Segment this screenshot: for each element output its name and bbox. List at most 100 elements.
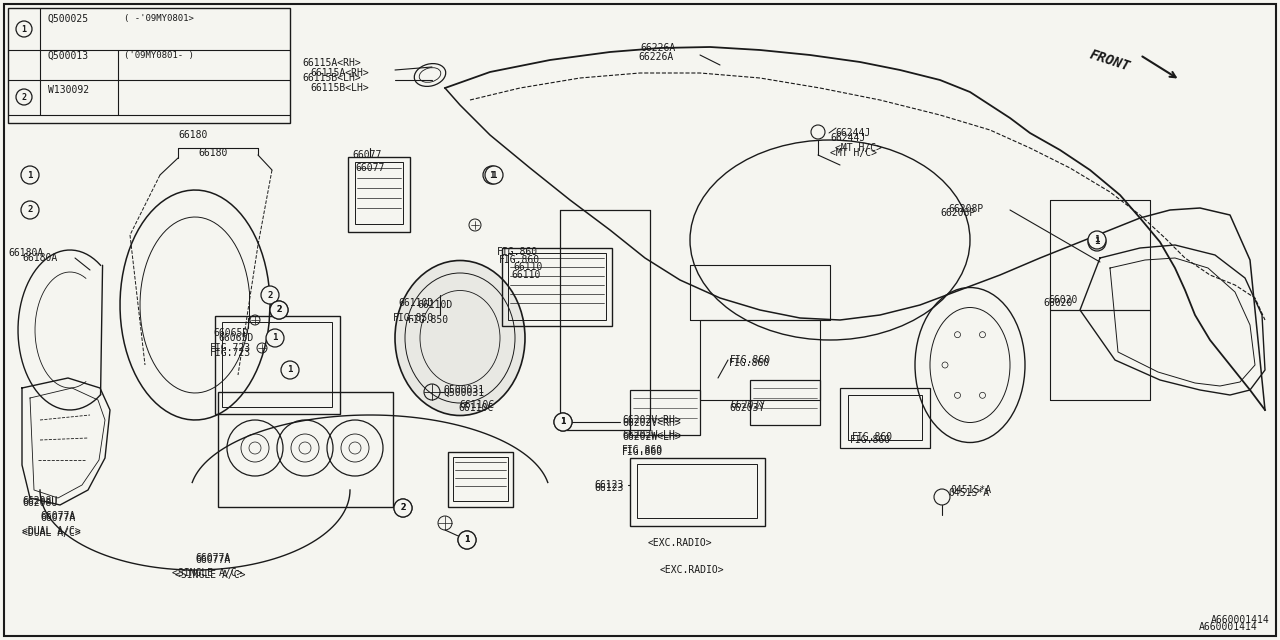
Text: 66208P: 66208P bbox=[940, 208, 975, 218]
Circle shape bbox=[483, 166, 500, 184]
Text: <DUAL A/C>: <DUAL A/C> bbox=[22, 526, 81, 536]
Text: 66077A: 66077A bbox=[195, 555, 230, 565]
Circle shape bbox=[1088, 233, 1106, 251]
Bar bbox=[355, 162, 403, 224]
Text: 66065D: 66065D bbox=[218, 333, 253, 343]
Bar bbox=[849, 395, 922, 440]
Text: 1: 1 bbox=[273, 333, 278, 342]
Ellipse shape bbox=[396, 260, 525, 415]
Text: 66115A<RH>: 66115A<RH> bbox=[310, 68, 369, 78]
Circle shape bbox=[270, 301, 288, 319]
Text: <SINGLE A/C>: <SINGLE A/C> bbox=[175, 570, 246, 580]
Text: 66077A: 66077A bbox=[40, 511, 76, 521]
Text: Q500031: Q500031 bbox=[444, 388, 485, 398]
Text: Q500031: Q500031 bbox=[444, 385, 485, 395]
Text: 66208U: 66208U bbox=[22, 496, 58, 506]
Circle shape bbox=[458, 531, 476, 549]
Circle shape bbox=[20, 201, 38, 219]
Text: 66110D: 66110D bbox=[417, 300, 452, 310]
Text: 1: 1 bbox=[465, 536, 470, 545]
Text: 66110C: 66110C bbox=[458, 403, 493, 413]
Text: 1: 1 bbox=[492, 170, 497, 179]
Circle shape bbox=[485, 166, 503, 184]
Bar bbox=[750, 380, 820, 425]
Text: 2: 2 bbox=[276, 305, 282, 314]
Text: FIG.723: FIG.723 bbox=[210, 343, 251, 353]
Text: <EXC.RADIO>: <EXC.RADIO> bbox=[660, 565, 724, 575]
Text: FIG.860: FIG.860 bbox=[730, 358, 771, 368]
Text: 66244J: 66244J bbox=[835, 128, 870, 138]
Text: A660001414: A660001414 bbox=[1211, 615, 1270, 625]
Text: 2: 2 bbox=[276, 305, 282, 314]
Circle shape bbox=[261, 286, 279, 304]
Text: 66115A<RH>: 66115A<RH> bbox=[302, 58, 361, 68]
Circle shape bbox=[15, 21, 32, 37]
Bar bbox=[221, 322, 332, 407]
Text: FIG.860: FIG.860 bbox=[622, 447, 663, 457]
Text: 66077A: 66077A bbox=[195, 553, 230, 563]
Text: FRONT: FRONT bbox=[1088, 48, 1132, 74]
Text: 66110C: 66110C bbox=[460, 400, 494, 410]
Text: 66110: 66110 bbox=[511, 270, 540, 280]
Text: FIG.860: FIG.860 bbox=[850, 435, 891, 445]
Bar bbox=[637, 464, 756, 518]
Text: 66180: 66180 bbox=[178, 130, 207, 140]
Text: 66202W<LH>: 66202W<LH> bbox=[622, 430, 681, 440]
Text: 1: 1 bbox=[561, 417, 566, 426]
Text: FIG.860: FIG.860 bbox=[730, 355, 771, 365]
Circle shape bbox=[1088, 231, 1106, 249]
Bar bbox=[502, 248, 612, 326]
Text: 66203Y: 66203Y bbox=[730, 403, 764, 413]
Text: 0451S*A: 0451S*A bbox=[950, 485, 991, 495]
Text: 66180A: 66180A bbox=[8, 248, 44, 258]
Text: 66020: 66020 bbox=[1048, 295, 1078, 305]
Text: 2: 2 bbox=[27, 205, 33, 214]
Bar bbox=[630, 458, 765, 526]
Text: 1: 1 bbox=[489, 170, 494, 179]
Text: 2: 2 bbox=[401, 504, 406, 513]
Text: 66203Y: 66203Y bbox=[730, 400, 765, 410]
Bar bbox=[453, 457, 508, 501]
Circle shape bbox=[282, 361, 300, 379]
Text: 66077: 66077 bbox=[355, 163, 384, 173]
Circle shape bbox=[20, 166, 38, 184]
Text: 66065D: 66065D bbox=[212, 328, 248, 338]
Text: 1: 1 bbox=[561, 417, 566, 426]
Text: <MT H/C>: <MT H/C> bbox=[829, 148, 877, 158]
Bar bbox=[218, 392, 393, 507]
Text: W130092: W130092 bbox=[49, 85, 90, 95]
Text: 66110: 66110 bbox=[513, 262, 543, 272]
Text: 66123: 66123 bbox=[594, 480, 623, 490]
Circle shape bbox=[15, 89, 32, 105]
Text: FIG.723: FIG.723 bbox=[210, 348, 251, 358]
Text: 2: 2 bbox=[22, 93, 27, 102]
Text: FIG.850: FIG.850 bbox=[393, 313, 434, 323]
Text: 66208P: 66208P bbox=[948, 204, 983, 214]
Text: 66180: 66180 bbox=[198, 148, 228, 158]
Text: 1: 1 bbox=[27, 170, 33, 179]
Circle shape bbox=[266, 329, 284, 347]
Bar bbox=[840, 388, 931, 448]
Bar bbox=[630, 390, 700, 435]
Text: FIG.860: FIG.860 bbox=[852, 432, 893, 442]
Text: 66110D: 66110D bbox=[398, 298, 433, 308]
Text: 66077: 66077 bbox=[352, 150, 381, 160]
Circle shape bbox=[270, 301, 288, 319]
Text: 66208U: 66208U bbox=[22, 498, 58, 508]
Text: ( -'09MY0801>: ( -'09MY0801> bbox=[124, 14, 193, 23]
Text: 66202V<RH>: 66202V<RH> bbox=[622, 418, 681, 428]
Bar bbox=[508, 253, 605, 320]
Bar bbox=[348, 157, 410, 232]
Text: 66244J: 66244J bbox=[829, 133, 865, 143]
Text: 66115B<LH>: 66115B<LH> bbox=[310, 83, 369, 93]
Text: <DUAL A/C>: <DUAL A/C> bbox=[22, 528, 81, 538]
Text: 66123: 66123 bbox=[594, 483, 623, 493]
Text: ('09MY0801- ): ('09MY0801- ) bbox=[124, 51, 193, 60]
Text: 1: 1 bbox=[465, 536, 470, 545]
Text: Q500013: Q500013 bbox=[49, 51, 90, 61]
Text: <EXC.RADIO>: <EXC.RADIO> bbox=[648, 538, 713, 548]
Text: 66226A: 66226A bbox=[637, 52, 673, 62]
Text: 2: 2 bbox=[401, 504, 406, 513]
Text: 1: 1 bbox=[22, 24, 27, 33]
Bar bbox=[8, 8, 291, 123]
